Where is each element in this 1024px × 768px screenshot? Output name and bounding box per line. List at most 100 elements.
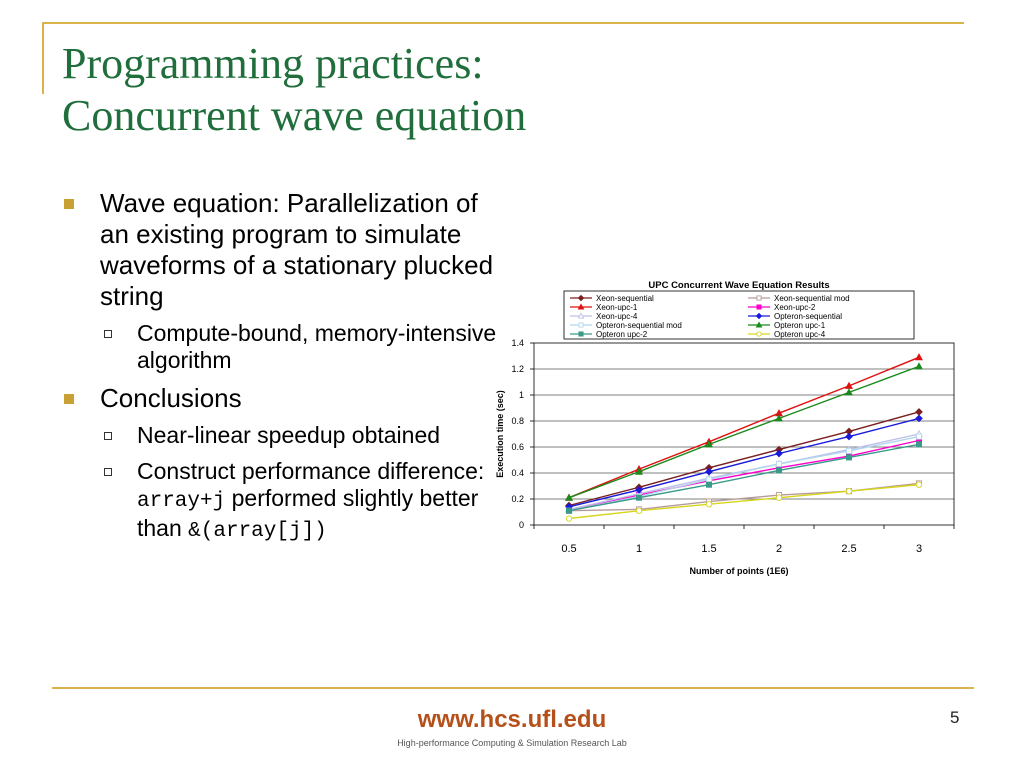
legend-label: Xeon-upc-2 bbox=[774, 303, 816, 312]
data-point bbox=[845, 388, 853, 396]
bullet-list: Wave equation: Parallelization of an exi… bbox=[62, 188, 502, 554]
data-point bbox=[577, 294, 585, 302]
square-bullet-icon bbox=[64, 199, 74, 209]
y-tick-label: 1.2 bbox=[511, 364, 524, 374]
y-tick-label: 1 bbox=[519, 390, 524, 400]
square-bullet-icon bbox=[64, 394, 74, 404]
sub-bullet-text-mid: performed slightly better than bbox=[137, 485, 479, 541]
data-point bbox=[845, 488, 853, 495]
data-point bbox=[756, 295, 762, 301]
footer-subtitle: High-performance Computing & Simulation … bbox=[397, 738, 627, 748]
data-point bbox=[775, 460, 783, 467]
sub-bullet-compute-bound: Compute-bound, memory-intensive algorith… bbox=[62, 320, 502, 374]
y-axis-ticks: 0 0.2 0.4 0.6 0.8 1 1.2 1.4 bbox=[511, 338, 534, 530]
data-point bbox=[705, 476, 713, 483]
bullet-text: Wave equation: Parallelization of an exi… bbox=[100, 188, 494, 311]
legend-label: Opteron-sequential mod bbox=[596, 321, 682, 330]
sub-bullet-speedup: Near-linear speedup obtained bbox=[62, 422, 502, 449]
series-opteron-sequential bbox=[565, 414, 923, 511]
series-line bbox=[568, 435, 920, 512]
chart-title: UPC Concurrent Wave Equation Results bbox=[648, 280, 829, 291]
series-line bbox=[568, 417, 920, 508]
series-line bbox=[568, 411, 920, 507]
x-tick-label: 1.5 bbox=[701, 543, 716, 555]
data-point bbox=[845, 454, 853, 461]
legend-entry: Opteron-sequential mod bbox=[570, 321, 682, 330]
data-point bbox=[635, 467, 643, 475]
legend-label: Opteron upc-2 bbox=[596, 330, 648, 339]
x-tick-label: 3 bbox=[916, 543, 922, 555]
legend-entry: Opteron upc-2 bbox=[570, 330, 648, 339]
data-point bbox=[915, 433, 923, 440]
series-line bbox=[568, 443, 920, 512]
legend-entry: Xeon-sequential bbox=[570, 294, 654, 303]
x-axis-label: Number of points (1E6) bbox=[689, 566, 788, 576]
data-point bbox=[565, 507, 573, 514]
data-point bbox=[755, 321, 763, 328]
sub-bullet-text: Near-linear speedup obtained bbox=[137, 422, 441, 448]
data-point bbox=[915, 481, 923, 488]
legend-entry: Opteron-sequential bbox=[748, 312, 842, 321]
left-rule bbox=[42, 22, 44, 94]
data-point bbox=[705, 467, 713, 476]
legend-entry: Xeon-upc-1 bbox=[570, 303, 638, 312]
top-rule bbox=[42, 22, 964, 24]
series-lines bbox=[565, 353, 923, 522]
sub-bullet-text-pre: Construct performance difference: bbox=[137, 458, 485, 484]
code-address-of-array-j: &(array[j]) bbox=[188, 520, 327, 543]
y-tick-label: 0.6 bbox=[511, 442, 524, 452]
data-point bbox=[577, 312, 585, 319]
slide-title: Programming practices: Concurrent wave e… bbox=[62, 38, 526, 142]
legend-label: Opteron upc-1 bbox=[774, 321, 826, 330]
title-line-2: Concurrent wave equation bbox=[62, 91, 527, 140]
footer-url-link[interactable]: www.hcs.ufl.edu bbox=[417, 706, 607, 733]
data-point bbox=[845, 447, 853, 454]
x-tick-label: 0.5 bbox=[561, 543, 576, 555]
data-point bbox=[577, 303, 585, 310]
y-tick-label: 0.8 bbox=[511, 416, 524, 426]
data-point bbox=[635, 507, 643, 514]
y-axis-label: Execution time (sec) bbox=[495, 390, 505, 478]
y-tick-label: 0.4 bbox=[511, 468, 524, 478]
hollow-square-bullet-icon bbox=[104, 330, 112, 338]
x-axis-ticks: 0.5 1 1.5 2 2.5 3 bbox=[533, 525, 955, 555]
series-opteron-upc-4 bbox=[565, 481, 923, 522]
legend-label: Xeon-sequential bbox=[596, 294, 654, 303]
data-point bbox=[775, 414, 783, 422]
x-tick-label: 2.5 bbox=[841, 543, 856, 555]
legend-label: Opteron-sequential bbox=[774, 312, 842, 321]
series-line bbox=[568, 356, 920, 499]
legend-entry: Xeon-sequential mod bbox=[748, 294, 850, 303]
data-point bbox=[915, 414, 923, 423]
data-point bbox=[705, 501, 713, 508]
bullet-wave-equation: Wave equation: Parallelization of an exi… bbox=[62, 188, 502, 312]
series-line bbox=[568, 439, 920, 512]
legend-entry: Opteron upc-1 bbox=[748, 321, 826, 330]
data-point bbox=[565, 515, 573, 522]
data-point bbox=[756, 331, 762, 337]
legend-entries: Xeon-sequential Xeon-sequential modXeon-u… bbox=[570, 294, 850, 339]
data-point bbox=[775, 494, 783, 501]
hollow-square-bullet-icon bbox=[104, 432, 112, 440]
bullet-text: Conclusions bbox=[100, 383, 242, 413]
data-point bbox=[705, 481, 713, 488]
data-point bbox=[915, 362, 923, 370]
data-point bbox=[775, 449, 783, 458]
execution-time-chart: UPC Concurrent Wave Equation Results Xeo… bbox=[495, 280, 955, 576]
data-point bbox=[756, 304, 762, 310]
data-point bbox=[705, 440, 713, 448]
legend-entry: Xeon-upc-4 bbox=[570, 312, 638, 321]
legend-entry: Xeon-upc-2 bbox=[748, 303, 816, 312]
y-tick-label: 0 bbox=[519, 520, 524, 530]
series-line bbox=[568, 484, 920, 520]
series-line bbox=[568, 365, 920, 499]
code-array-plus-j: array+j bbox=[137, 490, 226, 513]
data-point bbox=[635, 494, 643, 501]
legend-label: Xeon-upc-4 bbox=[596, 312, 638, 321]
series-opteron-upc-2 bbox=[565, 441, 923, 514]
title-line-1: Programming practices: bbox=[62, 39, 484, 88]
x-tick-label: 1 bbox=[636, 543, 642, 555]
data-point bbox=[578, 322, 584, 328]
data-point bbox=[578, 331, 584, 337]
data-point bbox=[755, 312, 763, 320]
